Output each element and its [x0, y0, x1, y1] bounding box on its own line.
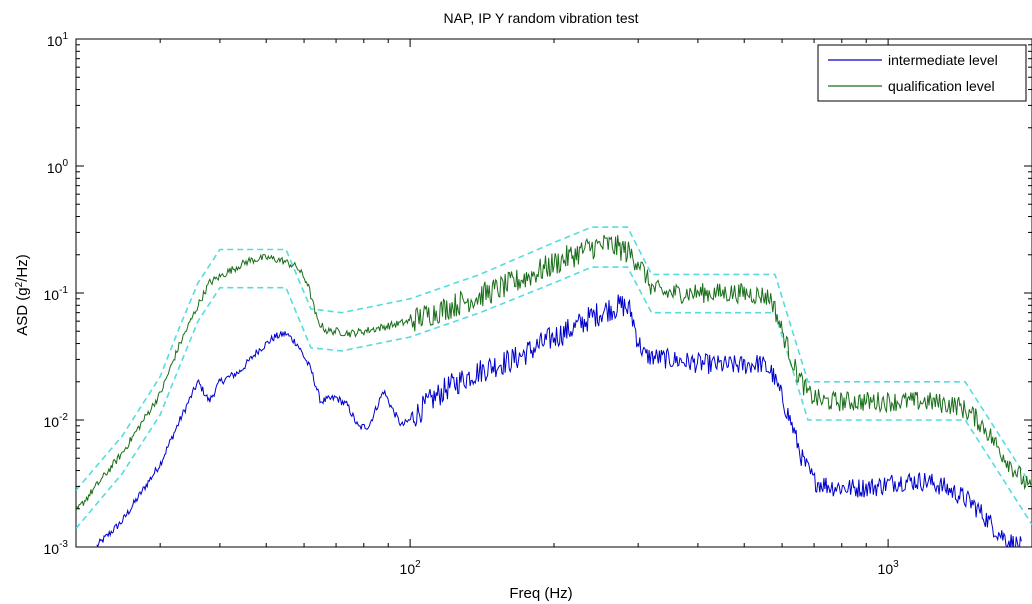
chart-title: NAP, IP Y random vibration test: [443, 10, 638, 26]
legend-label-intermediate: intermediate level: [888, 52, 998, 68]
x-axis-label: Freq (Hz): [509, 585, 572, 602]
series-intermediate-line: [96, 294, 1022, 547]
plot-frame: [75, 38, 1032, 548]
tolerance-bands: [76, 226, 1032, 529]
x-tick-label: 103: [878, 559, 900, 577]
axis-ticks: 102 103 10-3 10-2 10-1 100 101: [44, 31, 1032, 577]
legend-label-qualification: qualification level: [888, 78, 995, 94]
series-qualification-line: [76, 234, 1032, 510]
y-tick-label: 10-1: [44, 285, 69, 303]
y-tick-label: 100: [47, 158, 69, 176]
series-lines: [76, 234, 1032, 547]
y-axis-label: ASD (g2/Hz): [14, 254, 32, 335]
y-tick-label: 101: [47, 31, 69, 49]
upper-tolerance-line: [76, 226, 1032, 491]
y-tick-label: 10-3: [44, 539, 69, 557]
legend-box: [817, 44, 1027, 102]
y-tick-label: 10-2: [44, 412, 69, 430]
x-tick-label: 102: [400, 559, 422, 577]
legend: intermediate level qualification level: [817, 44, 1027, 102]
